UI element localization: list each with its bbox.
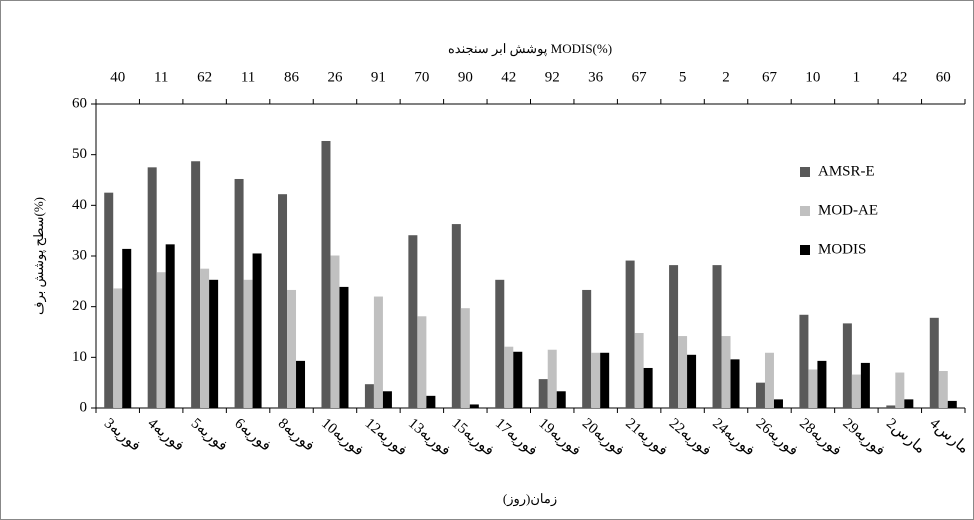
top-axis-title: پوشش ابر سنجنده MODIS(%) (448, 41, 612, 57)
y-tick-label: 20 (72, 298, 87, 314)
bar (243, 279, 253, 408)
bar (764, 352, 774, 408)
bar (808, 369, 818, 408)
legend-label: AMSR-E (818, 163, 875, 179)
legend-label: MOD-AE (818, 202, 878, 218)
bar (200, 268, 210, 408)
bar (417, 316, 427, 408)
y-tick-label: 60 (72, 95, 87, 111)
bar (904, 399, 914, 408)
bar (513, 351, 523, 408)
top-tick-label: 5 (679, 69, 687, 85)
top-tick-label: 42 (892, 69, 907, 85)
y-tick-label: 10 (72, 349, 87, 365)
top-tick-label: 62 (197, 69, 212, 85)
top-tick-label: 2 (722, 69, 730, 85)
bar (364, 384, 374, 408)
y-tick-label: 50 (72, 146, 87, 162)
top-tick-label: 11 (241, 69, 255, 85)
bar (113, 288, 123, 408)
top-tick-label: 86 (284, 69, 300, 85)
bar (469, 404, 479, 408)
bar (799, 314, 809, 408)
bar (669, 265, 679, 408)
top-tick-label: 11 (154, 69, 168, 85)
bar (296, 360, 306, 408)
bar (252, 253, 262, 408)
bar (730, 359, 740, 408)
bar (460, 308, 470, 408)
bar (643, 367, 653, 408)
x-axis-title: زمان(روز) (503, 491, 557, 507)
bar (191, 161, 201, 408)
bar (538, 379, 548, 408)
bar (287, 289, 297, 408)
bar (817, 360, 827, 408)
y-tick-label: 40 (72, 197, 87, 213)
legend-swatch (800, 245, 810, 255)
top-tick-label: 90 (458, 69, 473, 85)
bar (234, 178, 244, 408)
bar (330, 255, 340, 408)
bar (504, 346, 514, 408)
bar (721, 336, 731, 408)
top-tick-label: 92 (545, 69, 560, 85)
bar (591, 352, 601, 408)
y-tick-label: 30 (72, 247, 87, 263)
bar (209, 279, 219, 408)
bar (321, 140, 331, 408)
bar (687, 354, 697, 408)
bar (886, 405, 896, 408)
top-tick-label: 26 (327, 69, 343, 85)
top-tick-label: 91 (371, 69, 386, 85)
bar (851, 374, 861, 408)
bar (600, 352, 610, 408)
top-tick-label: 1 (853, 69, 861, 85)
bar (556, 391, 566, 408)
bar (929, 317, 939, 408)
bar (755, 382, 765, 408)
bar (625, 260, 635, 408)
bar (947, 400, 957, 408)
bar (678, 336, 688, 408)
legend-label: MODIS (818, 241, 866, 257)
top-tick-label: 70 (414, 69, 429, 85)
bar (382, 391, 392, 408)
bar (860, 362, 870, 408)
legend-swatch (800, 206, 810, 216)
bar (773, 399, 783, 408)
bar (122, 248, 132, 408)
bar (495, 279, 505, 408)
bar (634, 333, 644, 408)
top-tick-label: 67 (632, 69, 648, 85)
bar (451, 224, 461, 408)
top-tick-label: 40 (110, 69, 125, 85)
bar (582, 289, 592, 408)
bar (104, 192, 114, 408)
top-tick-label: 42 (501, 69, 516, 85)
top-tick-label: 36 (588, 69, 604, 85)
bar (339, 286, 349, 408)
bar (895, 372, 905, 408)
bar (712, 265, 722, 408)
bar (408, 235, 418, 408)
y-tick-label: 0 (80, 399, 88, 415)
top-tick-label: 10 (805, 69, 820, 85)
top-tick-label: 60 (936, 69, 951, 85)
bar (938, 371, 948, 408)
legend-swatch (800, 167, 810, 177)
bar (373, 296, 383, 408)
y-axis-title: سطح پوشش برف(%) (31, 197, 47, 315)
bar (156, 272, 166, 408)
bar (426, 395, 436, 408)
bar (842, 323, 852, 408)
bar (165, 244, 175, 408)
bar (547, 349, 557, 408)
bar (278, 194, 288, 408)
bar (147, 167, 157, 408)
top-tick-label: 67 (762, 69, 778, 85)
